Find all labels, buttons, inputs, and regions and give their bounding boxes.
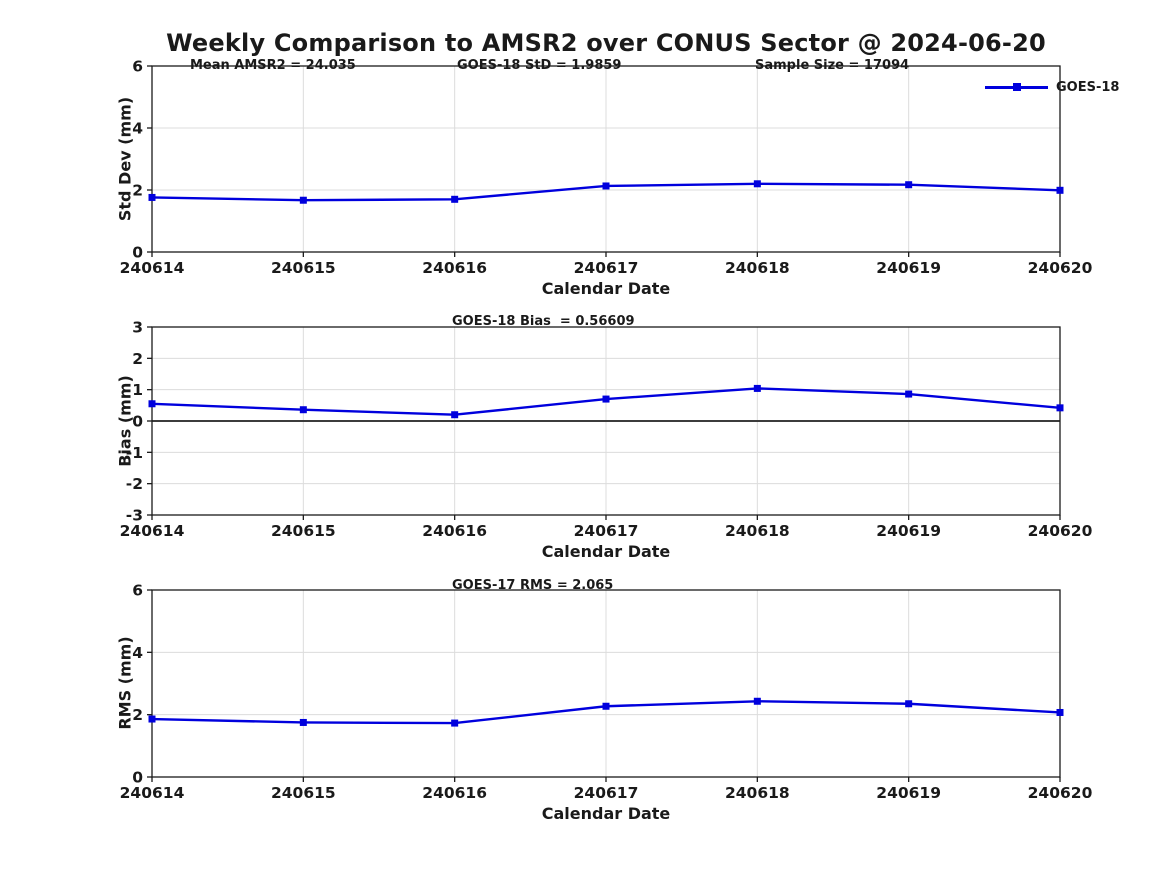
data-point-marker xyxy=(602,395,610,403)
x-tick-label: 240615 xyxy=(271,259,336,277)
y-tick-label: 2 xyxy=(132,706,143,724)
data-point-marker xyxy=(451,411,459,419)
data-point-marker xyxy=(753,180,761,188)
legend-square-marker-icon xyxy=(1012,83,1021,91)
x-axis-label-2: Calendar Date xyxy=(541,542,671,561)
y-tick-label: 6 xyxy=(132,582,143,600)
data-point-marker xyxy=(753,384,761,392)
figure-title: Weekly Comparison to AMSR2 over CONUS Se… xyxy=(166,29,1046,57)
x-tick-label: 240617 xyxy=(574,522,639,540)
y-tick-label: 4 xyxy=(132,644,143,662)
x-tick-label: 240614 xyxy=(120,522,185,540)
y-tick-label: -3 xyxy=(126,507,143,525)
y-tick-label: -2 xyxy=(126,475,143,493)
data-point-marker xyxy=(451,719,459,727)
annotation-goes17-rms: GOES-17 RMS = 2.065 xyxy=(452,578,614,593)
y-tick-label: -1 xyxy=(126,444,143,462)
data-point-marker xyxy=(905,700,913,708)
y-tick-label: 3 xyxy=(132,319,143,337)
annotation-sample-size: Sample Size = 17094 xyxy=(755,58,910,73)
annotation-goes18-bias: GOES-18 Bias = 0.56609 xyxy=(452,314,635,329)
x-tick-label: 240618 xyxy=(725,259,790,277)
data-point-marker xyxy=(299,196,307,204)
x-tick-label: 240620 xyxy=(1028,784,1093,802)
x-axis-label-3: Calendar Date xyxy=(541,804,671,823)
y-axis-label-rms: RMS (mm) xyxy=(115,636,135,730)
x-tick-label: 240614 xyxy=(120,784,185,802)
data-point-marker xyxy=(905,181,913,189)
annotation-goes18-std: GOES-18 StD = 1.9859 xyxy=(457,58,622,73)
x-tick-label: 240618 xyxy=(725,784,790,802)
x-tick-label: 240619 xyxy=(876,784,941,802)
y-tick-label: 1 xyxy=(132,381,143,399)
data-point-marker xyxy=(148,400,156,408)
x-tick-label: 240620 xyxy=(1028,259,1093,277)
x-tick-label: 240619 xyxy=(876,522,941,540)
y-axis-label-bias: Bias (mm) xyxy=(115,375,135,467)
legend: GOES-18 xyxy=(985,79,1120,95)
legend-label: GOES-18 xyxy=(1056,79,1120,95)
data-point-marker xyxy=(602,182,610,190)
data-point-marker xyxy=(753,697,761,705)
x-axis-label-1: Calendar Date xyxy=(541,279,671,298)
x-tick-label: 240619 xyxy=(876,259,941,277)
data-point-marker xyxy=(148,193,156,201)
y-tick-label: 6 xyxy=(132,58,143,76)
x-tick-label: 240615 xyxy=(271,522,336,540)
y-tick-label: 0 xyxy=(132,769,143,787)
x-tick-label: 240618 xyxy=(725,522,790,540)
data-point-marker xyxy=(602,702,610,710)
y-tick-label: 0 xyxy=(132,413,143,431)
y-tick-label: 2 xyxy=(132,350,143,368)
data-point-marker xyxy=(1056,708,1064,716)
y-axis-label-std-dev: Std Dev (mm) xyxy=(115,96,135,222)
data-point-marker xyxy=(1056,186,1064,194)
x-tick-label: 240620 xyxy=(1028,522,1093,540)
x-tick-label: 240617 xyxy=(574,784,639,802)
x-tick-label: 240616 xyxy=(422,784,487,802)
x-tick-label: 240616 xyxy=(422,259,487,277)
y-tick-label: 0 xyxy=(132,244,143,262)
data-point-marker xyxy=(148,715,156,723)
annotation-mean-amsr2: Mean AMSR2 = 24.035 xyxy=(190,58,356,73)
data-point-marker xyxy=(1056,404,1064,412)
data-point-marker xyxy=(905,390,913,398)
data-point-marker xyxy=(299,718,307,726)
x-tick-label: 240616 xyxy=(422,522,487,540)
x-tick-label: 240614 xyxy=(120,259,185,277)
legend-series-swatch xyxy=(985,83,1048,92)
data-point-marker xyxy=(451,195,459,203)
y-tick-label: 2 xyxy=(132,182,143,200)
data-point-marker xyxy=(299,406,307,414)
x-tick-label: 240615 xyxy=(271,784,336,802)
y-tick-label: 4 xyxy=(132,120,143,138)
x-tick-label: 240617 xyxy=(574,259,639,277)
